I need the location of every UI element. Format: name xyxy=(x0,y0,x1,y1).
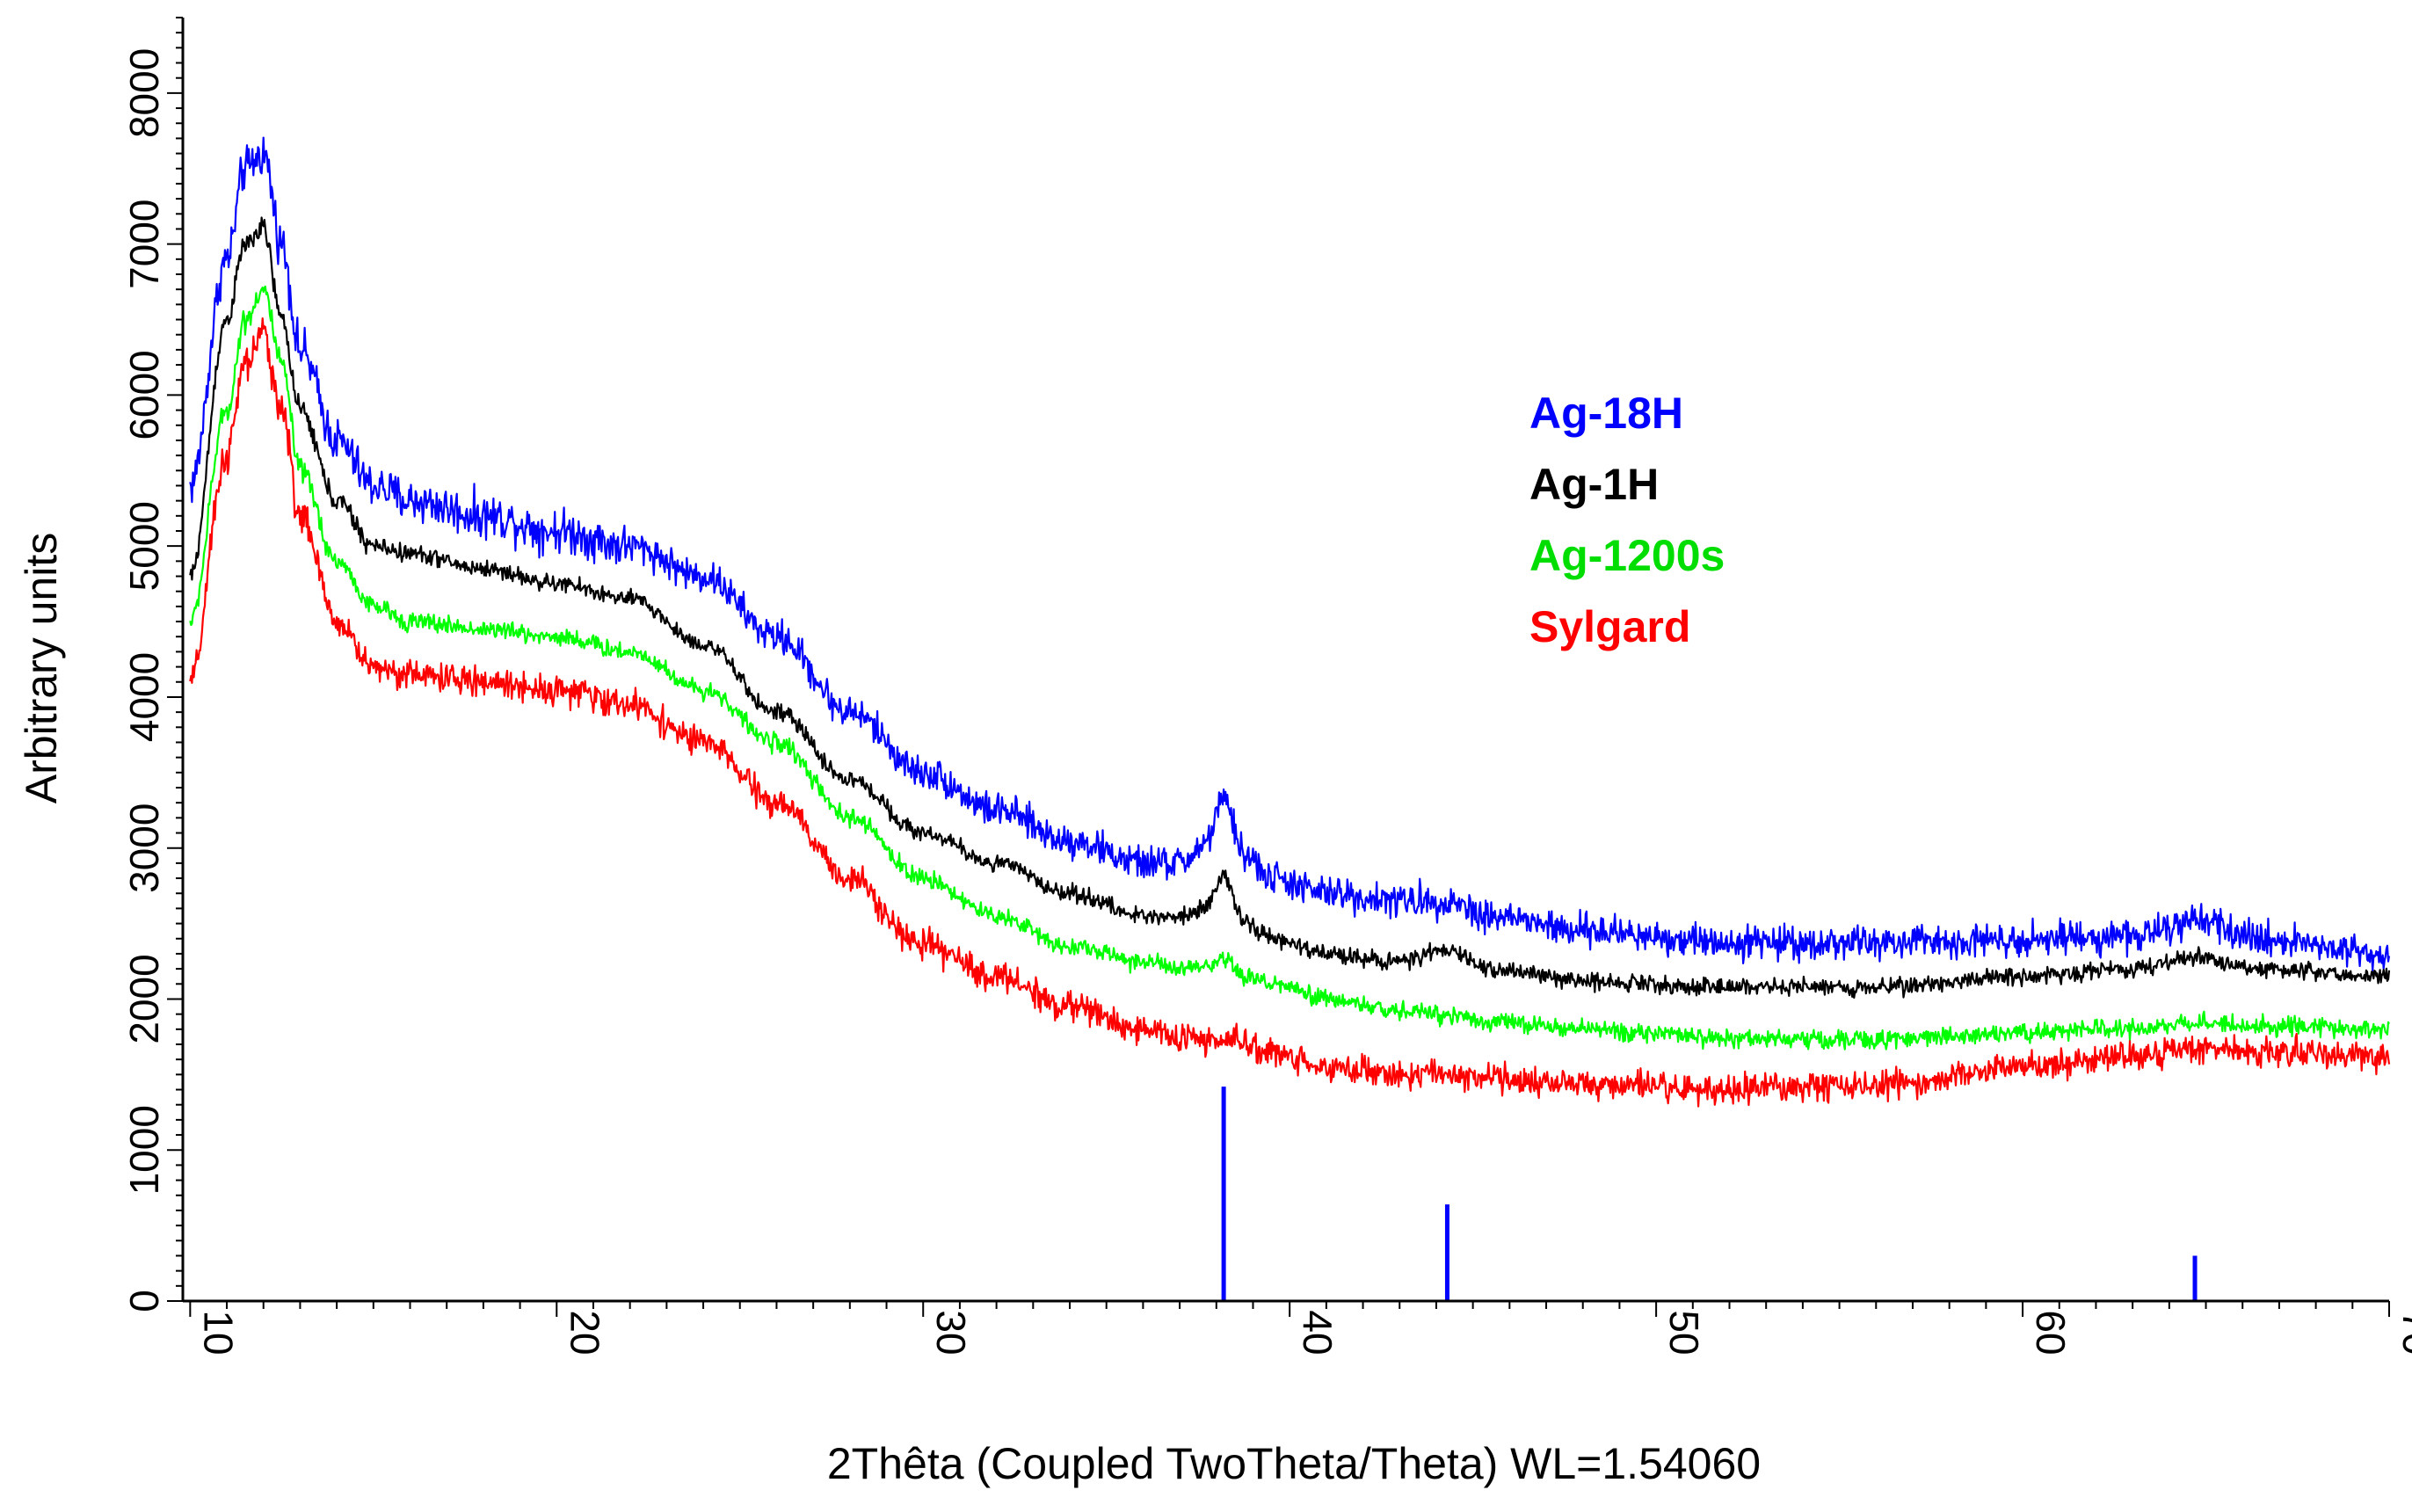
y-tick-label: 5000 xyxy=(121,501,167,591)
series-line-ag-1h xyxy=(189,216,2391,1000)
y-axis-title: Arbitrary units xyxy=(17,533,66,803)
x-tick-label: 40 xyxy=(1295,1310,1340,1355)
x-tick-label: 10 xyxy=(195,1310,241,1355)
legend-label-ag-1h: Ag-1H xyxy=(1529,460,1659,509)
legend: Ag-18H Ag-1H Ag-1200s Sylgard xyxy=(1529,389,1725,651)
x-tick-label: 70 xyxy=(2394,1310,2412,1355)
plot-area: 10 20 30 40 50 60 70 0 1000 2000 3000 4000 5000 6000… xyxy=(121,17,2412,1356)
y-tick-label: 7000 xyxy=(121,199,167,288)
y-tick-label: 0 xyxy=(121,1290,167,1312)
y-tick-label: 1000 xyxy=(121,1105,167,1195)
x-tick-label: 50 xyxy=(1661,1310,1707,1355)
series-layer xyxy=(189,136,2391,1108)
legend-label-sylgard: Sylgard xyxy=(1529,602,1690,651)
series-line-sylgard xyxy=(189,317,2391,1108)
legend-label-ag-1200s: Ag-1200s xyxy=(1529,531,1725,580)
y-tick-label: 8000 xyxy=(121,48,167,138)
series-line-ag-18h xyxy=(189,136,2391,972)
y-tick-label: 2000 xyxy=(121,954,167,1043)
y-tick-label: 3000 xyxy=(121,803,167,893)
reference-lines xyxy=(1221,1087,2198,1301)
y-axis-ticks: 0 1000 2000 3000 4000 5000 6000 7000 8000 xyxy=(121,17,183,1312)
series-line-ag-1200s xyxy=(189,285,2390,1050)
y-tick-label: 6000 xyxy=(121,350,167,440)
x-tick-label: 20 xyxy=(562,1310,607,1355)
x-tick-label: 60 xyxy=(2028,1310,2074,1355)
y-tick-label: 4000 xyxy=(121,652,167,742)
legend-label-ag-18h: Ag-18H xyxy=(1529,389,1683,438)
x-tick-label: 30 xyxy=(928,1310,974,1355)
x-axis-title: 2Thêta (Coupled TwoTheta/Theta) WL=1.540… xyxy=(827,1439,1761,1488)
x-axis-ticks: 10 20 30 40 50 60 70 xyxy=(189,1301,2412,1356)
